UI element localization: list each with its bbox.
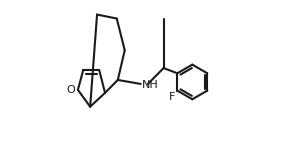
Text: O: O xyxy=(67,85,75,95)
Text: F: F xyxy=(169,92,175,102)
Text: NH: NH xyxy=(142,80,158,90)
